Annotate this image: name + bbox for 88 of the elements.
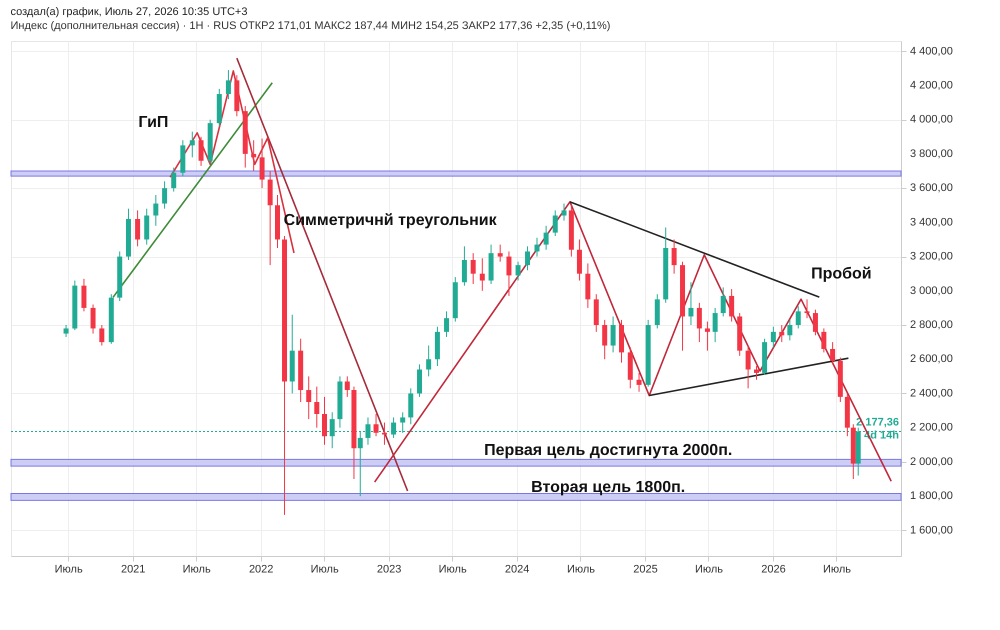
candlestick	[696, 302, 702, 343]
candlestick	[260, 138, 265, 189]
x-tick-label: Июль	[694, 564, 724, 576]
candlestick	[99, 324, 104, 346]
candlestick	[525, 246, 530, 271]
x-tick-label: Июль	[438, 564, 467, 576]
annotation: ГиП	[138, 114, 168, 131]
candlestick	[153, 194, 158, 226]
y-tick-label: 3 000,00	[910, 284, 953, 297]
y-tick-label: 2 600,00	[910, 353, 953, 366]
candlestick	[770, 326, 776, 348]
candlestick	[226, 70, 231, 100]
candlestick	[720, 286, 726, 317]
x-tick-label: Июль	[822, 564, 852, 576]
candlestick	[426, 345, 432, 377]
annotation: Пробой	[811, 265, 872, 282]
candlestick	[576, 238, 582, 282]
candlestick	[135, 210, 140, 247]
candlestick	[636, 372, 642, 392]
x-tick-label: 2025	[633, 564, 658, 576]
candlestick	[470, 252, 476, 284]
y-tick-label: 2 400,00	[910, 387, 953, 400]
candlestick	[498, 244, 503, 262]
candlestick	[162, 180, 168, 210]
candlestick	[562, 203, 567, 222]
chart-subtitle: Индекс (дополнительная сессия) · 1H · RUS ОТКР2 171,01 МАКС2 187,44 МИН2 154,25 ЗАКР2 177,36 +2,35 (+0,11%)	[10, 20, 610, 32]
candlestick	[704, 321, 710, 352]
x-tick-label: 2026	[761, 564, 786, 576]
candlestick	[322, 396, 327, 446]
candlestick	[610, 316, 616, 353]
annotation: Первая цель достигнута 2000п.	[484, 442, 732, 459]
annotation: Вторая цель 1800п.	[531, 478, 686, 496]
y-tick-label: 1 600,00	[910, 524, 953, 536]
candlestick	[544, 225, 549, 250]
candlestick	[754, 366, 760, 380]
y-tick-label: 2 000,00	[910, 456, 953, 468]
y-tick-label: 4 200,00	[910, 79, 953, 92]
y-tick-label: 3 400,00	[910, 216, 953, 228]
candlestick	[787, 319, 792, 341]
candlestick	[534, 237, 540, 258]
chart-title: создал(а) график, Июль 27, 2026 10:35 UTC+3	[10, 6, 248, 18]
x-tick-label: Июль	[54, 564, 83, 576]
candlestick	[506, 250, 512, 296]
candlestick	[672, 238, 677, 274]
candlestick	[171, 167, 176, 192]
candlestick	[144, 208, 150, 246]
y-tick-label: 4 000,00	[910, 114, 953, 126]
candlestick	[374, 413, 379, 437]
y-tick-label: 3 600,00	[910, 182, 953, 194]
candlestick	[462, 246, 467, 286]
candlestick	[480, 258, 485, 292]
candlestick	[314, 386, 320, 428]
candlestick	[90, 304, 96, 334]
candlestick	[190, 131, 195, 158]
candlestick	[251, 140, 256, 172]
candlestick	[746, 345, 751, 389]
y-tick-label: 3 200,00	[910, 250, 953, 263]
candlestick	[417, 364, 422, 398]
x-tick-label: 2022	[248, 564, 274, 576]
y-tick-label: 4 400,00	[910, 45, 953, 58]
candlestick	[198, 136, 204, 166]
candlestick	[796, 306, 801, 329]
candlestick	[444, 310, 450, 338]
candlestick	[812, 309, 818, 336]
x-tick-label: Июль	[182, 564, 211, 576]
candlestick	[602, 319, 608, 360]
candlestick	[306, 376, 312, 420]
candlestick	[821, 328, 826, 353]
candlestick	[830, 342, 836, 365]
candlestick	[81, 278, 86, 312]
y-tick-label: 2 800,00	[910, 319, 953, 332]
candlestick	[729, 288, 734, 322]
candlestick	[516, 261, 521, 282]
candlestick	[688, 282, 694, 326]
x-tick-label: 2023	[376, 564, 402, 576]
candlestick	[552, 210, 558, 237]
candlestick	[344, 376, 350, 398]
y-tick-label: 1 800,00	[910, 490, 953, 502]
y-tick-label: 3 800,00	[910, 148, 953, 160]
x-tick-label: Июль	[566, 564, 596, 576]
x-tick-label: 2021	[120, 564, 146, 576]
x-tick-label: 2024	[504, 564, 530, 576]
candlestick	[779, 324, 784, 343]
candlestick	[408, 388, 414, 425]
x-tick-label: Июль	[310, 564, 339, 576]
candlestick	[64, 324, 69, 338]
y-tick-label: 2 200,00	[910, 422, 953, 434]
candlestick	[712, 307, 718, 343]
